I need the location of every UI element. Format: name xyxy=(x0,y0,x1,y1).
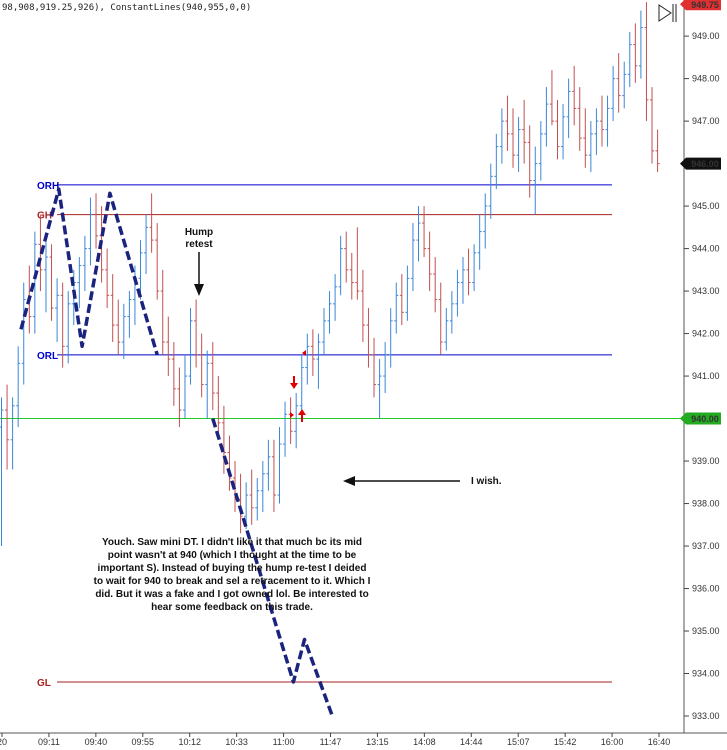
cover-signal-icon xyxy=(298,409,306,422)
level-label: GH xyxy=(37,211,52,222)
comment-line: point wasn't at 940 (which I thought at … xyxy=(108,550,357,561)
y-tick-label: 943.00 xyxy=(692,286,720,296)
x-tick-label: 09:55 xyxy=(132,737,155,747)
y-tick-label: 944.00 xyxy=(692,244,720,254)
x-tick-label: 15:42 xyxy=(554,737,577,747)
level-label: ORH xyxy=(37,181,59,192)
x-tick-label: 20 xyxy=(0,737,7,747)
y-tick-label: 936.00 xyxy=(692,584,720,594)
pattern-drawings xyxy=(19,187,334,717)
y-tick-label: 937.00 xyxy=(692,541,720,551)
x-tick-label: 09:40 xyxy=(85,737,108,747)
y-tick-label: 942.00 xyxy=(692,329,720,339)
x-tick-label: 09:11 xyxy=(38,737,60,747)
price-marker-label: 940.00 xyxy=(691,414,719,424)
level-lines: ORH GH ORL GL xyxy=(0,181,684,689)
hump-label-line-1: Hump xyxy=(185,227,213,238)
price-marker-label: 949.75 xyxy=(691,0,719,10)
level-label: ORL xyxy=(37,351,58,362)
y-tick-label: 941.00 xyxy=(692,371,720,381)
double-top-pattern xyxy=(19,187,159,356)
hump-label-line-2: retest xyxy=(185,239,213,250)
price-markers: 949.75 946.00 940.00 xyxy=(680,0,721,425)
y-tick-label: 947.00 xyxy=(692,116,720,126)
indicator-header: 98,908,919.25,926), ConstantLines(940,95… xyxy=(2,3,251,13)
entry-tick-icon xyxy=(302,350,306,356)
x-tick-label: 13:15 xyxy=(366,737,389,747)
y-tick-label: 948.00 xyxy=(692,74,720,84)
hump-arrow-icon xyxy=(194,252,204,296)
x-tick-label: 14:44 xyxy=(460,737,483,747)
x-axis-ticks: 20 09:11 09:40 09:55 10:12 10:33 11:00 11:47 13:… xyxy=(0,733,670,747)
wished-trade-path xyxy=(211,418,334,717)
x-tick-label: 10:33 xyxy=(225,737,248,747)
x-tick-label: 16:40 xyxy=(648,737,671,747)
x-tick-label: 11:00 xyxy=(273,737,295,747)
scroll-end-icon[interactable] xyxy=(658,4,677,22)
y-tick-label: 935.00 xyxy=(692,626,720,636)
y-tick-label: 945.00 xyxy=(692,201,720,211)
sell-signal-icon xyxy=(290,376,298,389)
y-tick-label: 939.00 xyxy=(692,456,720,466)
comment-line: hear some feedback on this trade. xyxy=(151,602,313,613)
comment-line: Youch. Saw mini DT. I didn't like it tha… xyxy=(102,537,362,548)
price-marker-label: 946.00 xyxy=(691,159,719,169)
y-tick-label: 933.00 xyxy=(692,711,720,721)
x-tick-label: 10:12 xyxy=(178,737,201,747)
y-axis-ticks: 933.00 934.00 935.00 936.00 937.00 938.00 939.… xyxy=(684,31,720,721)
price-bars xyxy=(0,2,660,547)
price-marker xyxy=(680,412,721,425)
trade-comment: Youch. Saw mini DT. I didn't like it tha… xyxy=(94,537,371,613)
x-tick-label: 14:08 xyxy=(413,737,436,747)
price-marker xyxy=(680,0,721,11)
price-marker xyxy=(680,157,721,170)
comment-line: to wait for 940 to break and sel a retra… xyxy=(94,576,371,587)
x-tick-label: 15:07 xyxy=(507,737,530,747)
x-tick-label: 16:00 xyxy=(601,737,624,747)
wish-label: I wish. xyxy=(471,476,502,487)
y-tick-label: 949.00 xyxy=(692,31,720,41)
y-tick-label: 934.00 xyxy=(692,669,720,679)
y-tick-label: 938.00 xyxy=(692,499,720,509)
level-label: GL xyxy=(37,678,51,689)
x-tick-label: 11:47 xyxy=(320,737,342,747)
exit-tick-icon xyxy=(290,412,294,418)
comment-line: did. But it was a fake and I got owned l… xyxy=(95,589,368,600)
wish-arrow-icon xyxy=(343,476,460,486)
comment-line: important S). Instead of buying the hump… xyxy=(98,563,367,574)
